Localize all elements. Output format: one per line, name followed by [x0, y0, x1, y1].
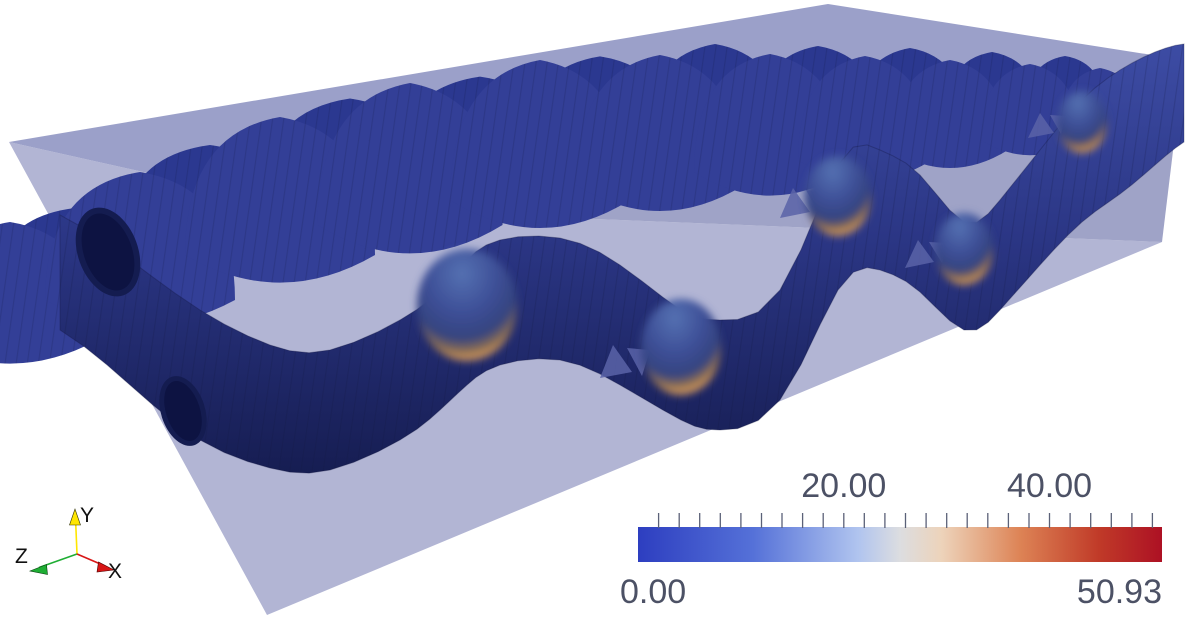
svg-text:20.00: 20.00 — [801, 467, 886, 505]
svg-text:50.93: 50.93 — [1077, 573, 1162, 611]
svg-text:0.00: 0.00 — [620, 573, 686, 611]
svg-text:40.00: 40.00 — [1007, 467, 1092, 505]
svg-text:X: X — [108, 560, 122, 583]
svg-text:Z: Z — [15, 545, 28, 568]
svg-text:Y: Y — [80, 504, 94, 527]
